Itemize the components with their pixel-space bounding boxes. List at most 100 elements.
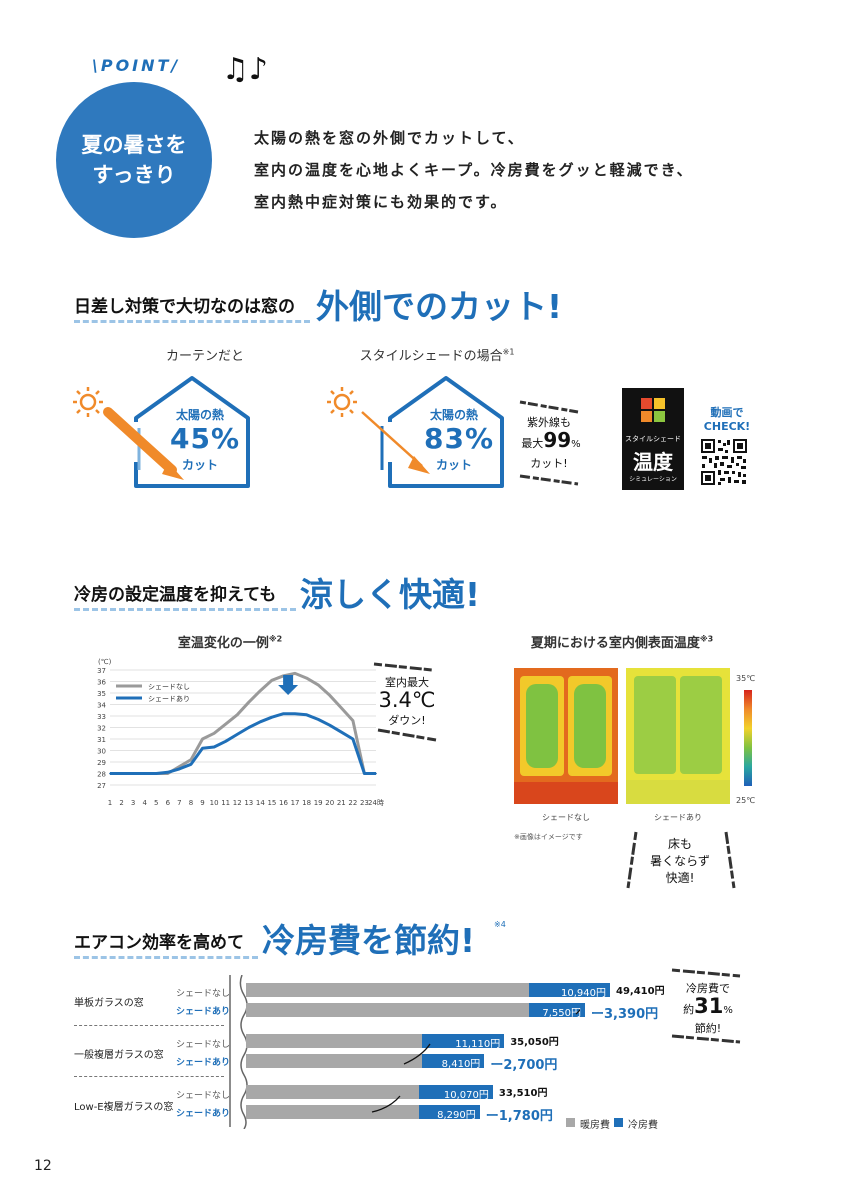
data-point [340,731,343,733]
x-tick-label: 21 [337,799,346,807]
bar-row-label: シェードあり [176,1058,231,1068]
data-point [363,772,366,775]
legend-heating-swatch [566,1118,575,1127]
data-point [213,746,215,748]
data-point [178,765,181,768]
x-tick-label: 19 [314,799,323,807]
data-point [259,720,262,723]
y-tick-label: 35 [97,690,106,698]
x-tick-label: 11 [221,799,230,807]
x-tick-label: 13 [244,799,253,807]
point-label: \POINT/ [92,56,181,75]
chart-caption-text: 室温変化の一例 [177,636,269,651]
data-point [236,733,239,736]
simulation-app-tile[interactable]: スタイルシェード 温度 シミュレーション [622,388,684,490]
thermal-window-core [574,684,606,768]
thermal-floor [626,780,730,804]
music-notes-icon: ♫♪ [222,52,269,87]
data-point [190,758,192,761]
x-tick-label: 5 [154,799,158,807]
y-tick-label: 27 [97,782,106,790]
x-tick-label: 8 [189,799,193,807]
intro-line: 室内熱中症対策にも効果的です。 [254,193,508,211]
legend-label: シェードあり [148,695,190,703]
comfort-line2: 暑くならず [650,854,710,868]
x-tick-label: 20 [325,799,334,807]
sun-icon [73,387,103,417]
section1-heading-small: 日差し対策で大切なのは窓の [74,297,295,317]
video-check: 動画で CHECK! [700,406,754,434]
saving-line1: 冷房費で [686,982,730,995]
data-point [328,724,331,726]
saving-line2: 約31% [670,994,746,1018]
thermal-right-label: シェードあり [654,813,702,822]
thermal-image-without-shade [514,668,618,804]
y-tick-label: 37 [97,667,106,675]
legend-cooling-swatch [614,1118,623,1127]
x-tick-label: 1 [108,799,112,807]
scale-top-label: 35℃ [736,674,756,683]
curtain-percent: 45% [169,422,241,455]
series-line [110,712,376,775]
temperature-scale-bar [744,690,752,786]
section2-underline [74,608,296,611]
point-circle [56,82,212,238]
thermo-caption-text: 夏期における室内側表面温度 [530,636,700,651]
section1-heading-big: 外側でのカット! [316,287,563,326]
image-note: ※画像はイメージです [514,833,583,841]
x-tick-label: 15 [267,799,276,807]
shade-caption-note: ※1 [502,347,515,357]
thermal-image-with-shade [626,668,730,804]
chart-caption-note: ※2 [268,634,283,644]
thermo-caption-note: ※3 [699,634,714,644]
data-point [132,772,134,775]
x-tick-label: 16 [279,799,288,807]
drop-line3: ダウン! [388,714,426,727]
legend-cooling-label: 冷房費 [628,1120,658,1131]
data-point [328,694,331,697]
uv-line2: 最大99% [514,428,588,452]
page-number: 12 [34,1158,52,1174]
data-point [120,772,123,775]
qr-code-icon[interactable] [700,438,748,486]
x-tick-label: 3 [131,799,135,807]
data-point [247,701,250,703]
saving-note-lines [671,968,741,1044]
app-logo-square [641,398,652,409]
x-tick-label: 9 [200,799,204,807]
y-tick-label: 28 [97,771,106,779]
data-point [340,707,343,709]
point-title: 夏の暑さを すっきり [56,130,212,190]
x-tick-label: 12 [233,799,242,807]
uv-line2-number: 99 [543,428,572,452]
data-point [201,738,204,740]
intro-line: 太陽の熱を窓の外側でカットして、 [254,129,525,147]
section3-heading-big: 冷房費を節約! [262,921,476,960]
data-point [213,732,215,735]
drop-note-lines [373,662,437,742]
legend-label: シェードなし [148,683,190,691]
total-value-label: 49,410円 [616,986,665,997]
data-point [236,714,239,716]
shade-caption-text: スタイルシェードの場合 [359,349,503,364]
section3-heading-note: ※4 [494,920,506,929]
bar-row-label: シェードなし [176,1040,231,1050]
saving-line2-number: 31 [694,994,724,1018]
y-tick-label: 36 [97,679,106,687]
x-tick-label: 14 [256,799,265,807]
bar-row-label: シェードあり [176,1109,231,1119]
curtain-heat-label: 太陽の熱 [175,408,224,422]
saving-diff-label: ー3,390円 [591,1007,659,1022]
thermal-window-pane [634,676,676,774]
shade-cut-label: カット [435,458,472,472]
data-point [167,771,169,774]
saving-line3: 節約! [694,1022,722,1035]
data-point [317,684,319,686]
drop-value: 3.4℃ [378,688,436,712]
comfort-note: 床も 暑くならず 快適! [640,836,720,887]
bar-axis-break [229,975,248,1129]
intro-text: 太陽の熱を窓の外側でカットして、 室内の温度を心地よくキープ。冷房費をグッと軽減… [254,122,694,218]
bar-group-label: Low-E複層ガラスの窓 [74,1102,174,1113]
section3-heading-small: エアコン効率を高めて [74,933,244,953]
